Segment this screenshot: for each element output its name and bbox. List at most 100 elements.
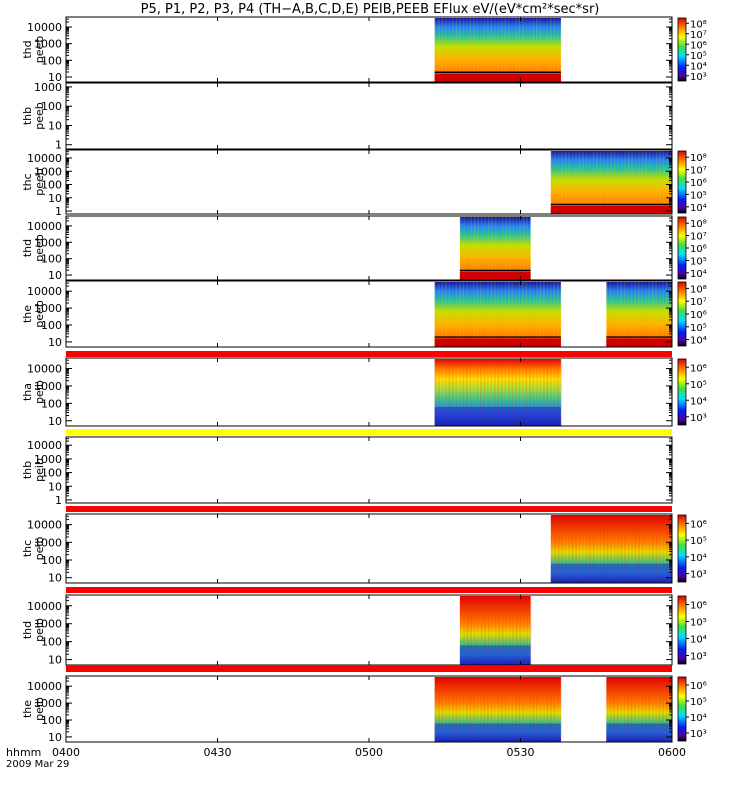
spectrogram-striation [518, 359, 521, 426]
y-axis-label: peib [33, 380, 46, 404]
spectrogram-striation [627, 515, 630, 583]
spectrogram-striation [452, 18, 454, 82]
spectrogram-striation [466, 217, 469, 280]
y-axis-label: thd [21, 621, 34, 639]
spectrogram-striation [522, 18, 524, 82]
spectrogram-striation [553, 282, 556, 347]
spectrogram-striation [504, 282, 507, 347]
spectrogram-striation [592, 151, 595, 214]
spectrogram-striation [665, 677, 668, 742]
spectrogram-striation [596, 515, 598, 583]
colorbar-tick-label: 10⁵ [690, 618, 707, 629]
y-axis-label: thc [21, 540, 34, 557]
y-axis-label: peib [33, 697, 46, 721]
spectrogram-striation [532, 282, 535, 347]
spectrogram-striation [434, 677, 437, 742]
spectrogram-striation [617, 151, 619, 214]
spectrogram-striation [466, 282, 468, 347]
y-axis-label: peeb [33, 300, 46, 328]
spectrogram-striation [515, 596, 518, 665]
y-tick-label: 100 [41, 467, 62, 480]
spectrogram-striation [610, 515, 612, 583]
spectrogram-striation [634, 515, 637, 583]
spectrogram-striation [550, 515, 553, 583]
y-tick-label: 10000 [27, 152, 62, 165]
spectrogram-striation [592, 515, 595, 583]
spectrogram-striation [539, 18, 542, 82]
spectrogram-striation [525, 18, 528, 82]
spectrogram-striation [501, 217, 504, 280]
spectrogram-striation [613, 151, 616, 214]
spectrogram-striation [645, 515, 647, 583]
panel-frame [65, 675, 673, 743]
spectrogram-striation [662, 151, 665, 214]
colorbar-tick-label: 10³ [690, 729, 707, 740]
spectrogram-striation [578, 515, 581, 583]
spectrogram-striation [627, 151, 630, 214]
spectrogram-striation [494, 18, 496, 82]
spectrogram-striation [498, 596, 500, 665]
spectrogram-striation [480, 18, 482, 82]
spectrogram-striation [596, 151, 598, 214]
spectrogram-striation [532, 359, 535, 426]
spectrogram-striation [620, 515, 623, 583]
spectrogram-striation [459, 677, 461, 742]
y-tick-label: 1000 [34, 697, 62, 710]
spectrogram-striation [518, 677, 521, 742]
spectrogram-striation [508, 359, 510, 426]
spectrogram-striation [546, 359, 549, 426]
spectrogram-striation [463, 217, 465, 280]
spectrogram-striation [491, 217, 493, 280]
spectrogram-striation [483, 18, 486, 82]
low-energy-noise [434, 406, 561, 426]
spectrogram-striation [445, 677, 447, 742]
spectrogram-striation [568, 151, 570, 214]
spectrogram-striation [634, 282, 636, 347]
spectrogram-striation [501, 677, 503, 742]
spectrogram-striation [603, 515, 605, 583]
spectrogram-striation [504, 18, 507, 82]
y-tick-label: 10 [48, 71, 62, 84]
spectrogram-striation [434, 282, 437, 347]
spectrogram-striation [494, 677, 496, 742]
spectrogram-striation [487, 596, 490, 665]
spectrogram-striation [452, 677, 454, 742]
spectrogram-striation [491, 596, 493, 665]
spectrogram-striation [543, 282, 545, 347]
spectrogram-striation [508, 18, 510, 82]
spectrogram-striation [529, 596, 532, 665]
spectrogram-striation [557, 282, 559, 347]
spectrogram-striation [497, 282, 500, 347]
colorbar-tick-label: 10⁴ [690, 713, 707, 724]
spectrogram-striation [539, 677, 542, 742]
spectrogram-striation [658, 282, 661, 347]
spectrogram-striation [441, 359, 444, 426]
spectrogram-striation [638, 151, 640, 214]
spectrogram-striation [469, 677, 472, 742]
spectrogram-striation [518, 18, 521, 82]
spectrogram-striation [504, 359, 507, 426]
spectrogram-striation [634, 151, 637, 214]
spectrogram-striation [445, 282, 447, 347]
spectrogram-striation [578, 151, 581, 214]
spectrogram-striation [473, 217, 476, 280]
spectrogram-striation [441, 282, 444, 347]
spectrogram-striation [613, 282, 615, 347]
spectrogram-striation [473, 359, 475, 426]
spectrogram-striation [487, 677, 489, 742]
spectrogram-striation [462, 282, 465, 347]
spectrogram-striation [648, 515, 651, 583]
spectrogram-striation [483, 677, 486, 742]
spectrogram-striation [462, 359, 465, 426]
colorbar-tick-label: 10⁴ [690, 61, 707, 72]
spectrogram-striation [617, 515, 619, 583]
colorbar [677, 17, 687, 82]
spectrogram-striation [480, 677, 482, 742]
spectrogram-striation [526, 596, 528, 665]
spectrogram-striation [610, 151, 612, 214]
spectrogram-striation [445, 359, 447, 426]
spectrogram-striation [616, 677, 619, 742]
